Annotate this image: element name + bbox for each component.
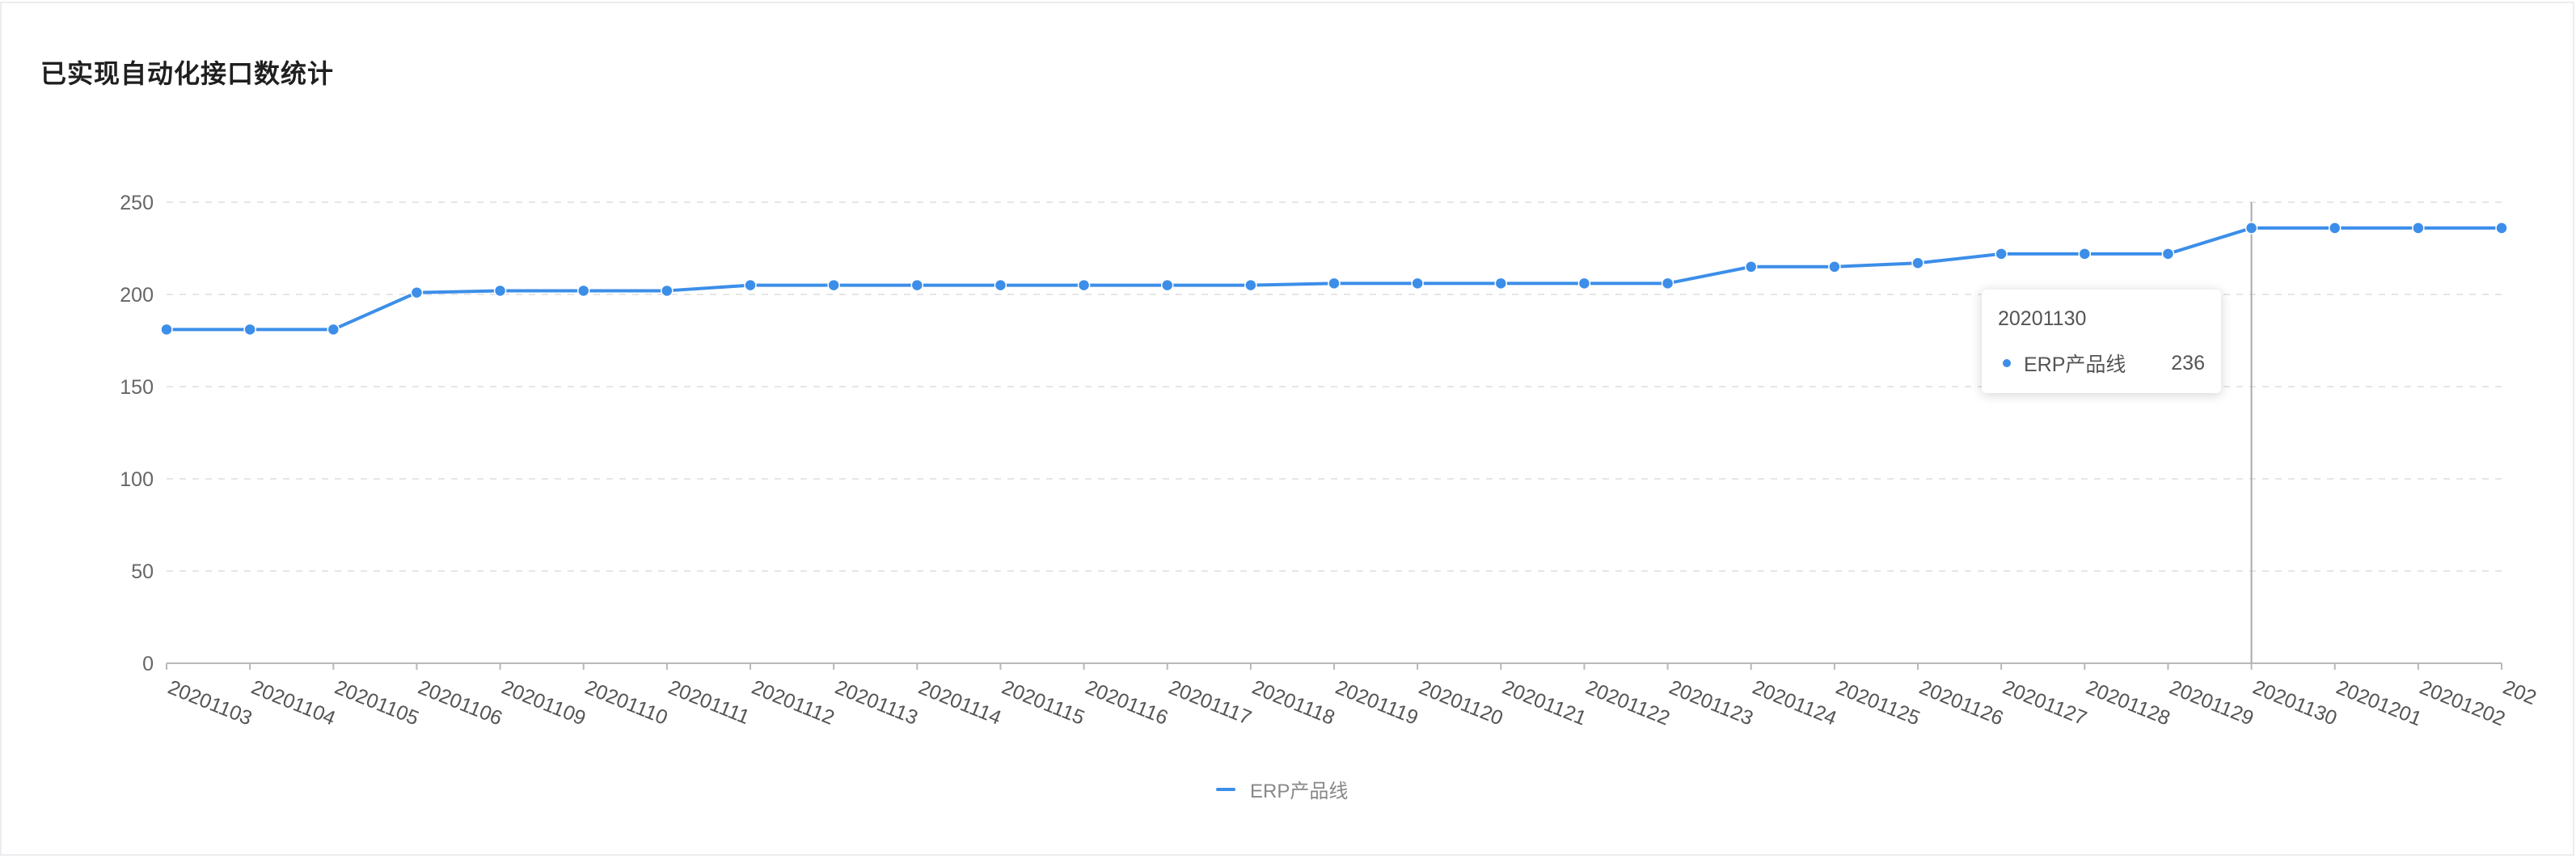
data-point[interactable] xyxy=(1077,278,1091,292)
y-tick-label: 100 xyxy=(120,468,154,491)
y-tick-label: 50 xyxy=(131,561,154,583)
data-point[interactable] xyxy=(1661,277,1674,290)
x-tick-label: 20201119 xyxy=(1332,676,1421,730)
data-point[interactable] xyxy=(327,323,340,336)
data-point[interactable] xyxy=(410,286,424,299)
data-point[interactable] xyxy=(1244,278,1257,292)
x-tick-label: 20201106 xyxy=(415,676,505,730)
data-point[interactable] xyxy=(1911,256,1924,269)
x-tick-label: 20201104 xyxy=(248,676,339,730)
x-tick-label: 20201111 xyxy=(665,676,753,730)
x-tick-label: 20201126 xyxy=(1916,676,2007,730)
legend-label: ERP产品线 xyxy=(1250,781,1349,802)
data-point[interactable] xyxy=(2328,222,2342,235)
data-point[interactable] xyxy=(493,284,507,298)
data-point[interactable] xyxy=(1577,277,1591,290)
data-point[interactable] xyxy=(1744,260,1758,273)
x-tick-label: 20201113 xyxy=(832,676,921,730)
tooltip-series-name: ERP产品线 xyxy=(2024,353,2126,376)
data-point[interactable] xyxy=(160,323,173,336)
data-point[interactable] xyxy=(1828,260,1841,273)
data-point[interactable] xyxy=(1494,277,1508,290)
data-point[interactable] xyxy=(1328,277,1341,290)
x-tick-label: 20201128 xyxy=(2083,676,2173,730)
x-tick-label: 20201120 xyxy=(1416,676,1506,730)
data-point[interactable] xyxy=(2078,248,2092,260)
x-tick-label: 20201115 xyxy=(999,676,1087,730)
data-point[interactable] xyxy=(2244,222,2258,235)
y-tick-label: 150 xyxy=(120,376,154,399)
x-tick-label: 20201118 xyxy=(1249,676,1338,730)
tooltip-value: 236 xyxy=(2171,351,2205,374)
data-point[interactable] xyxy=(910,278,924,292)
x-tick-label: 20201202 xyxy=(2417,676,2509,731)
x-tick-label: 20201117 xyxy=(1165,676,1254,730)
x-tick-label: 20201109 xyxy=(498,676,589,730)
data-point[interactable] xyxy=(661,284,674,298)
x-tick-label: 20201121 xyxy=(1499,676,1590,730)
data-point[interactable] xyxy=(827,278,840,292)
x-tick-label: 20201123 xyxy=(1666,676,1756,730)
tooltip-series-marker xyxy=(2003,359,2011,367)
chart-tooltip: 20201130 ERP产品线 236 xyxy=(1982,290,2221,393)
data-point[interactable] xyxy=(1411,277,1424,290)
x-tick-label: 20201105 xyxy=(332,676,422,730)
x-tick-label: 20201124 xyxy=(1749,676,1839,730)
data-point[interactable] xyxy=(243,323,256,336)
data-point[interactable] xyxy=(744,278,757,292)
tooltip-title: 20201130 xyxy=(1998,307,2087,330)
x-tick-label: 20201125 xyxy=(1833,676,1924,730)
x-tick-label: 20201122 xyxy=(1582,676,1673,730)
x-tick-label: 20201130 xyxy=(2249,676,2340,730)
x-tick-label: 20201201 xyxy=(2333,676,2425,731)
data-point[interactable] xyxy=(2412,222,2425,235)
x-tick-label: 20201129 xyxy=(2166,676,2257,730)
data-point[interactable] xyxy=(1995,248,2008,260)
chart-title: 已实现自动化接口数统计 xyxy=(40,59,335,88)
data-point[interactable] xyxy=(1160,278,1174,292)
data-point[interactable] xyxy=(2161,248,2175,260)
legend-swatch xyxy=(1216,787,1235,791)
x-tick-label: 20201114 xyxy=(915,676,1004,730)
data-point[interactable] xyxy=(576,284,590,298)
x-tick-label: 20201112 xyxy=(749,676,838,730)
x-tick-label: 202 xyxy=(2500,676,2540,710)
data-point[interactable] xyxy=(994,278,1007,292)
x-tick-label: 20201127 xyxy=(2000,676,2090,730)
x-tick-label: 20201110 xyxy=(581,676,670,730)
chart-legend[interactable]: ERP产品线 xyxy=(1216,775,1348,803)
data-point[interactable] xyxy=(2495,222,2508,235)
tooltip-row: ERP产品线 236 xyxy=(1998,349,2205,378)
y-tick-label: 0 xyxy=(142,653,154,675)
y-tick-label: 250 xyxy=(120,192,154,214)
x-tick-label: 20201116 xyxy=(1082,676,1171,730)
y-tick-label: 200 xyxy=(120,284,154,307)
x-tick-label: 20201103 xyxy=(165,676,255,730)
